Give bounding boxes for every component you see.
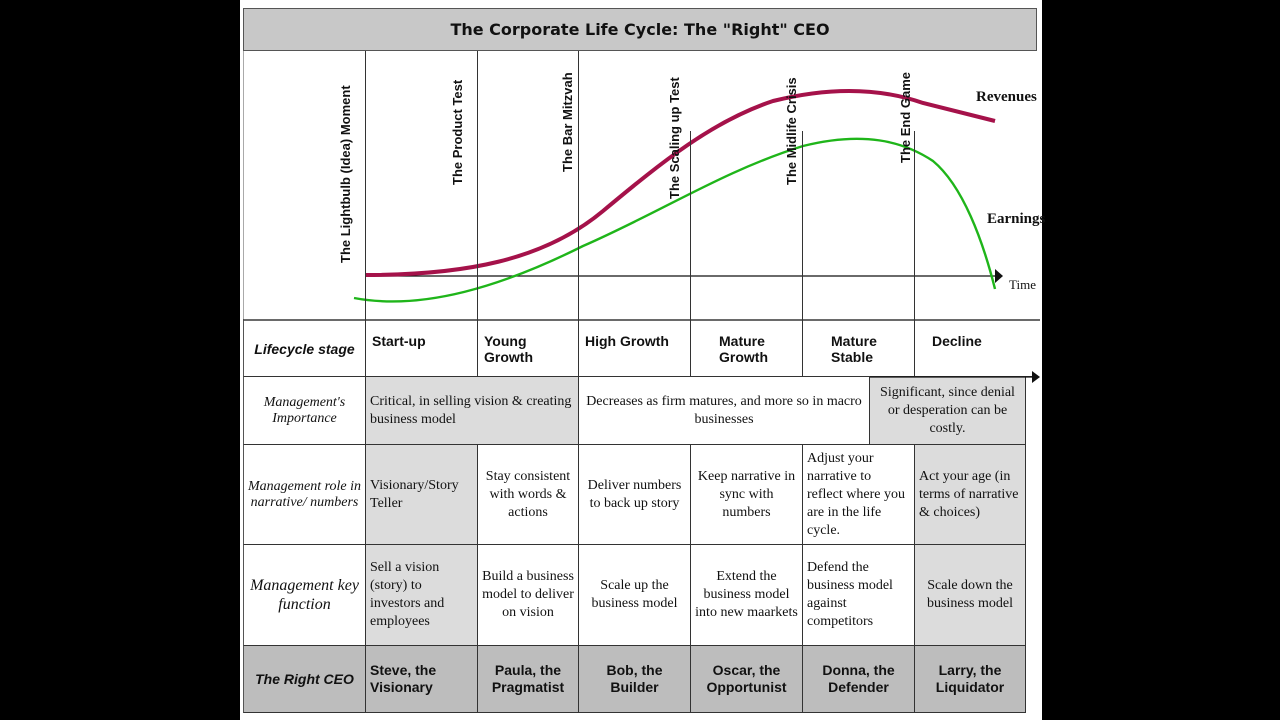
- ceo-cell: Oscar, the Opportunist: [691, 646, 803, 713]
- divider: [802, 131, 803, 321]
- revenues-curve: [364, 89, 996, 277]
- role-cell: Stay consistent with words & actions: [478, 445, 579, 545]
- importance-cell: Decreases as firm matures, and more so i…: [579, 377, 870, 445]
- lifecycle-chart: The Lightbulb (Idea) Moment The Product …: [243, 51, 1045, 321]
- stage-cell: High Growth: [579, 321, 691, 377]
- stage-cell: Start-up: [366, 321, 478, 377]
- ceo-cell: Bob, the Builder: [579, 646, 691, 713]
- ceo-cell: Donna, the Defender: [803, 646, 915, 713]
- table-arrow: [870, 371, 1040, 383]
- role-cell: Keep narrative in sync with numbers: [691, 445, 803, 545]
- page-title: The Corporate Life Cycle: The "Right" CE…: [243, 8, 1037, 51]
- row-label-role: Management role in narrative/ numbers: [243, 445, 366, 545]
- function-cell: Extend the business model into new maark…: [691, 545, 803, 646]
- row-label-function: Management key function: [243, 545, 366, 646]
- divider: [477, 51, 478, 321]
- function-cell: Scale down the business model: [915, 545, 1026, 646]
- divider: [914, 131, 915, 321]
- divider: [578, 51, 579, 321]
- ceo-cell: Paula, the Pragmatist: [478, 646, 579, 713]
- milestone-label: The Midlife Crisis: [784, 77, 799, 185]
- stage-cell: Mature Growth: [691, 321, 803, 377]
- importance-cell: Critical, in selling vision & creating b…: [366, 377, 579, 445]
- milestone-label: The Bar Mitzvah: [560, 72, 575, 172]
- divider: [690, 131, 691, 321]
- role-cell: Adjust your narrative to reflect where y…: [803, 445, 915, 545]
- revenues-label: Revenues: [976, 89, 1037, 105]
- divider: [365, 51, 366, 321]
- ceo-cell: Larry, the Liquidator: [915, 646, 1026, 713]
- slide: The Corporate Life Cycle: The "Right" CE…: [240, 0, 1045, 720]
- function-cell: Sell a vision (story) to investors and e…: [366, 545, 478, 646]
- time-arrow-icon: [995, 269, 1003, 283]
- role-cell: Visionary/Story Teller: [366, 445, 478, 545]
- role-cell: Deliver numbers to back up story: [579, 445, 691, 545]
- function-cell: Defend the business model against compet…: [803, 545, 915, 646]
- arrow-right-icon: [1032, 371, 1040, 383]
- row-label-ceo: The Right CEO: [243, 646, 366, 713]
- stage-cell: Young Growth: [478, 321, 579, 377]
- stage-cell: Mature Stable: [803, 321, 915, 377]
- ceo-cell: Steve, the Visionary: [366, 646, 478, 713]
- time-axis-label: Time: [1009, 277, 1036, 292]
- function-cell: Scale up the business model: [579, 545, 691, 646]
- role-cell: Act your age (in terms of narrative & ch…: [915, 445, 1026, 545]
- milestone-label: The Scaling up Test: [667, 77, 682, 199]
- importance-cell: Significant, since denial or desperation…: [870, 377, 1026, 445]
- row-label-importance: Management's Importance: [243, 377, 366, 445]
- curves: [243, 51, 1040, 321]
- function-cell: Build a business model to deliver on vis…: [478, 545, 579, 646]
- earnings-curve: [353, 137, 997, 303]
- milestone-label: The End Game: [898, 71, 913, 163]
- milestone-label: The Product Test: [450, 79, 465, 185]
- milestone-label: The Lightbulb (Idea) Moment: [338, 85, 353, 263]
- earnings-label: Earnings: [987, 211, 1046, 227]
- row-label-stage: Lifecycle stage: [243, 321, 366, 377]
